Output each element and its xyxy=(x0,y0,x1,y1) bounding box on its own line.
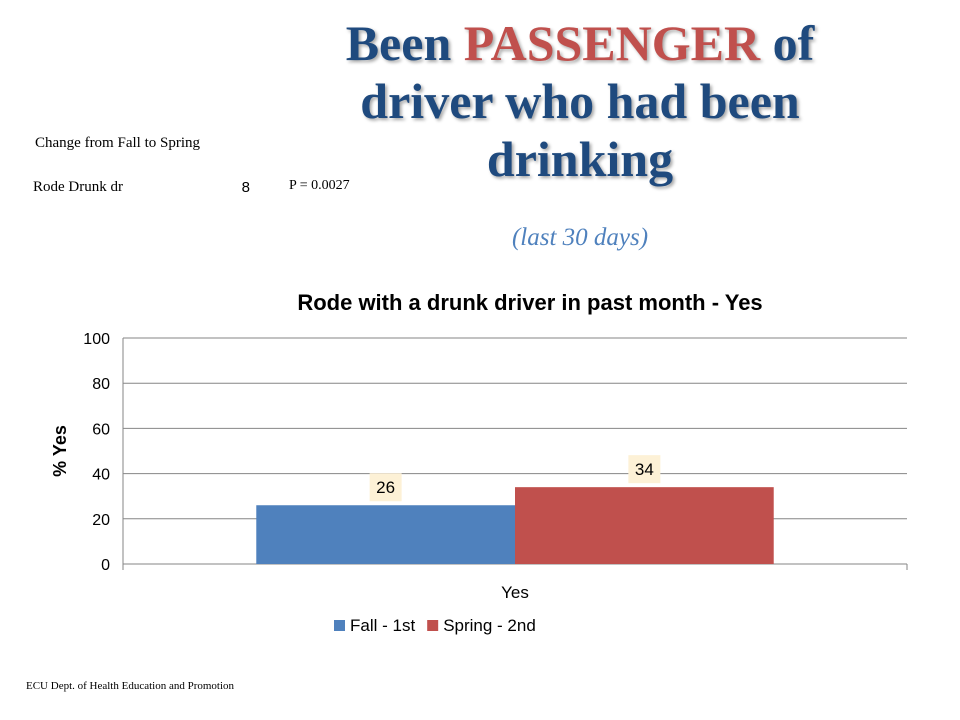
bar-chart: Rode with a drunk driver in past month -… xyxy=(50,290,908,635)
x-tick-label: Yes xyxy=(501,583,529,602)
data-label-box xyxy=(369,473,402,502)
slide-title: Been PASSENGER of driver who had been dr… xyxy=(290,14,870,188)
data-label: 34 xyxy=(635,460,654,479)
change-row-label: Rode Drunk dr xyxy=(33,179,123,195)
y-tick-label: 20 xyxy=(92,512,110,529)
change-row-value: 8 xyxy=(241,179,250,196)
y-tick-label: 60 xyxy=(92,421,110,438)
slide-subtitle: (last 30 days) xyxy=(511,224,649,251)
legend-entry: Fall - 1st xyxy=(350,616,415,635)
data-label-box xyxy=(628,455,661,484)
bar-fall-1st xyxy=(256,505,515,564)
data-label: 26 xyxy=(376,478,395,497)
legend-entry: Spring - 2nd xyxy=(443,616,536,635)
title-suffix: of driver who had been drinking xyxy=(360,15,815,187)
y-axis-label: % Yes xyxy=(50,425,70,477)
legend-swatch xyxy=(427,620,439,631)
y-tick-label: 100 xyxy=(83,331,110,348)
chart-title: Rode with a drunk driver in past month -… xyxy=(297,290,762,315)
y-tick-label: 0 xyxy=(101,557,110,574)
title-highlight: PASSENGER xyxy=(463,15,761,71)
p-value: P = 0.0027 xyxy=(289,178,350,193)
bar-spring-2nd xyxy=(515,487,774,564)
footer-credit: ECU Dept. of Health Education and Promot… xyxy=(26,680,235,692)
change-header: Change from Fall to Spring xyxy=(35,135,200,151)
y-tick-label: 40 xyxy=(92,467,110,484)
title-prefix: Been xyxy=(345,15,464,71)
y-tick-label: 80 xyxy=(92,376,110,393)
legend-swatch xyxy=(334,620,345,631)
